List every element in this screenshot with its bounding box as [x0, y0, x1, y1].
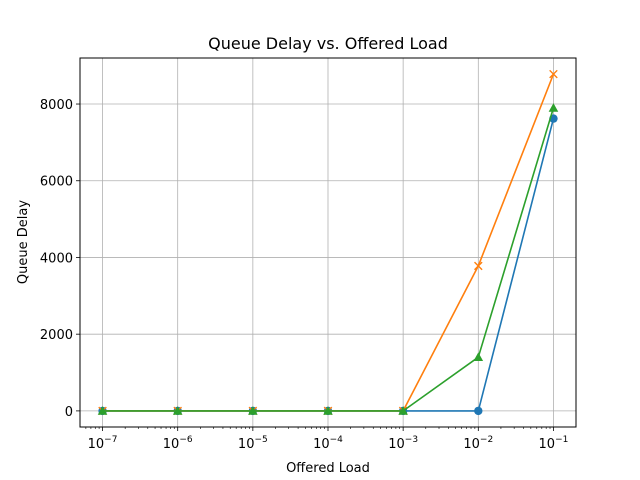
x-tick-label: 10−2: [463, 435, 493, 452]
data-point: [474, 406, 483, 416]
x-tick-label: 10−7: [88, 435, 118, 452]
series-layer: [97, 69, 559, 416]
chart-title: Queue Delay vs. Offered Load: [208, 34, 448, 53]
data-point: [323, 406, 333, 415]
x-axis-title: Offered Load: [286, 461, 370, 476]
y-tick-label: 0: [65, 405, 73, 420]
data-point: [172, 406, 183, 415]
data-point: [97, 406, 108, 415]
y-tick-label: 6000: [40, 175, 73, 190]
y-axis-title: Queue Delay: [16, 200, 31, 284]
data-point: [548, 103, 559, 112]
x-tick-label: 10−4: [313, 435, 343, 452]
data-point: [398, 406, 408, 415]
x-tick-label: 10−3: [388, 435, 418, 452]
y-tick-label: 2000: [40, 328, 73, 343]
grid: [80, 58, 576, 427]
x-tick-label: 10−5: [238, 435, 268, 452]
x-axis: 10−7 10−6 10−5 10−4 10−3 10−2 10−1: [85, 427, 569, 452]
y-tick-label: 8000: [40, 98, 73, 113]
data-point: [473, 352, 484, 362]
data-point: [549, 69, 558, 79]
data-point: [248, 406, 258, 415]
data-point: [474, 261, 483, 271]
x-tick-label: 10−6: [163, 435, 193, 452]
series-3: [97, 103, 559, 415]
y-tick-label: 4000: [40, 251, 73, 266]
x-tick-label: 10−1: [539, 435, 569, 452]
y-axis: 0 2000 4000 6000 8000: [40, 98, 80, 420]
